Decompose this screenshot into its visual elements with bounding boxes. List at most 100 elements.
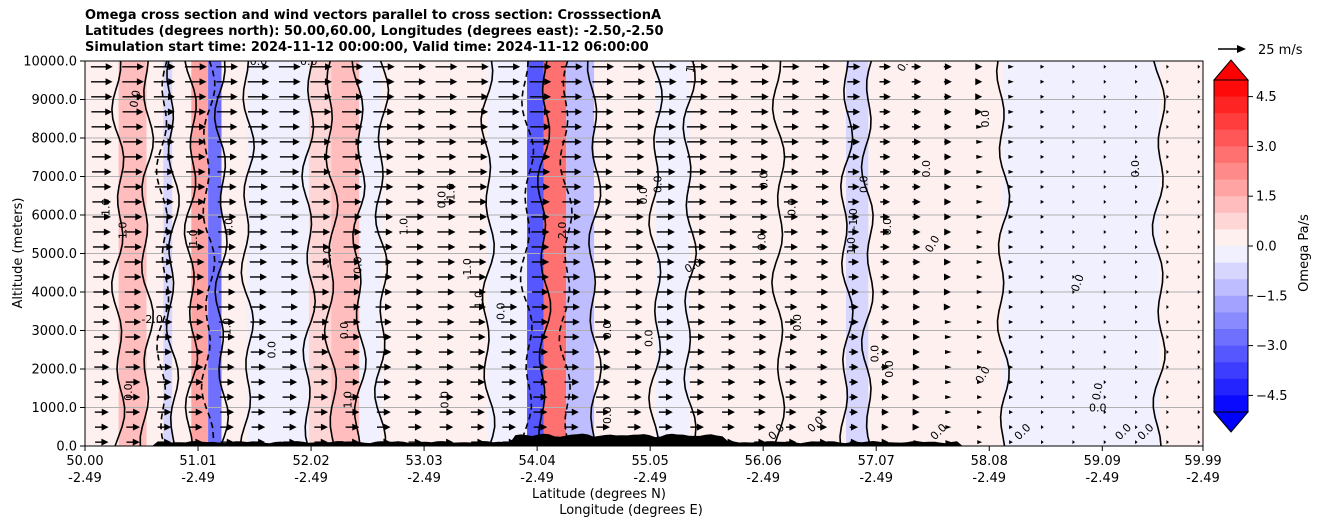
wind-vector-head bbox=[606, 138, 614, 146]
wind-vector-head bbox=[541, 318, 549, 326]
wind-vector-head bbox=[1197, 305, 1201, 310]
wind-vector-head bbox=[1072, 64, 1075, 69]
wind-vector-head bbox=[227, 348, 235, 356]
wind-vector-head bbox=[791, 213, 799, 221]
wind-vector-head bbox=[760, 198, 768, 206]
contour-label: 0.0 bbox=[338, 322, 351, 340]
wind-vector bbox=[469, 333, 486, 341]
wind-vector bbox=[815, 123, 830, 131]
wind-vector-head bbox=[728, 393, 736, 401]
wind-vector-head bbox=[540, 363, 548, 371]
contour-label: 0.0 bbox=[601, 322, 614, 340]
wind-vector-head bbox=[697, 378, 705, 386]
wind-vector-head bbox=[822, 93, 830, 101]
wind-vector-head bbox=[290, 333, 298, 341]
wind-vector-head bbox=[1135, 199, 1138, 204]
contour-label: 1.0 bbox=[845, 237, 858, 255]
wind-vector bbox=[625, 243, 644, 251]
wind-vector bbox=[1103, 64, 1107, 69]
wind-vector bbox=[976, 290, 983, 294]
wind-vector-head bbox=[540, 378, 548, 386]
wind-vector-head bbox=[636, 228, 644, 236]
wind-vector-head bbox=[101, 423, 109, 431]
wind-vector-head bbox=[636, 243, 644, 251]
wind-vector-head bbox=[513, 63, 521, 71]
wind-vector bbox=[91, 138, 112, 146]
wind-vector bbox=[1166, 229, 1169, 234]
wind-vector bbox=[1135, 184, 1138, 189]
wind-vector-head bbox=[1072, 259, 1075, 264]
wind-vector bbox=[439, 393, 454, 401]
wind-vector bbox=[405, 138, 426, 146]
wind-vector-head bbox=[605, 213, 613, 221]
wind-vector-head bbox=[478, 363, 486, 371]
contour-label: 0.0 bbox=[920, 160, 933, 178]
wind-vector bbox=[124, 273, 142, 281]
wind-vector-head bbox=[104, 138, 112, 146]
wind-vector-head bbox=[386, 168, 394, 176]
wind-vector-head bbox=[638, 63, 646, 71]
wind-vector-head bbox=[1135, 425, 1138, 430]
wind-vector-head bbox=[943, 273, 951, 281]
wind-vector-head bbox=[105, 108, 113, 116]
wind-vector-head bbox=[913, 213, 921, 221]
wind-vector-head bbox=[352, 378, 360, 386]
wind-vector bbox=[1166, 274, 1169, 279]
wind-vector bbox=[879, 123, 891, 131]
wind-vector bbox=[848, 213, 860, 221]
wind-vector bbox=[312, 258, 330, 266]
colorbar-tick-label: 0.0 bbox=[1256, 240, 1277, 255]
colorbar-level bbox=[1214, 362, 1248, 380]
wind-vector bbox=[1103, 139, 1107, 144]
wind-vector-head bbox=[853, 108, 861, 116]
wind-vector-head bbox=[636, 273, 644, 281]
wind-vector bbox=[311, 213, 331, 221]
wind-vector-head bbox=[511, 168, 519, 176]
wind-vector-head bbox=[1197, 154, 1201, 159]
wind-vector bbox=[187, 303, 204, 311]
wind-vector bbox=[1103, 365, 1107, 370]
contour-line bbox=[323, 61, 339, 446]
wind-vector-head bbox=[1197, 320, 1201, 325]
wind-vector bbox=[125, 348, 141, 356]
wind-vector bbox=[1135, 259, 1138, 264]
wind-vector bbox=[247, 78, 270, 86]
wind-vector-head bbox=[575, 93, 583, 101]
wind-vector bbox=[1135, 380, 1138, 385]
wind-vector bbox=[279, 153, 300, 161]
grid-lines bbox=[85, 99, 1203, 408]
wind-vector bbox=[501, 393, 517, 401]
wind-vector bbox=[373, 123, 395, 131]
wind-vector bbox=[943, 78, 952, 86]
wind-vector bbox=[944, 320, 952, 325]
wind-vector bbox=[343, 258, 362, 266]
wind-vector-head bbox=[790, 243, 798, 251]
wind-vector-head bbox=[1040, 94, 1045, 99]
wind-vector bbox=[154, 123, 175, 131]
wind-vector bbox=[1008, 305, 1014, 310]
contour-label: 0.0 bbox=[265, 341, 278, 359]
wind-vector bbox=[467, 153, 488, 161]
wind-vector-head bbox=[1135, 410, 1138, 415]
wind-vector-head bbox=[728, 348, 736, 356]
wind-vector bbox=[783, 183, 799, 191]
wind-vector bbox=[879, 63, 891, 71]
wind-vector-head bbox=[167, 153, 175, 161]
wind-vector bbox=[156, 333, 173, 341]
wind-vector bbox=[879, 138, 891, 146]
wind-vector-head bbox=[634, 378, 642, 386]
wind-vector-head bbox=[667, 288, 675, 296]
wind-vector-head bbox=[1103, 259, 1107, 264]
wind-vector-head bbox=[322, 303, 330, 311]
wind-vector bbox=[720, 258, 737, 266]
wind-vector bbox=[752, 243, 768, 251]
wind-vector bbox=[944, 153, 952, 161]
wind-vector bbox=[1072, 365, 1075, 370]
wind-vector bbox=[1197, 320, 1201, 325]
wind-vector bbox=[594, 273, 612, 281]
wind-vector-head bbox=[509, 408, 517, 416]
wind-vector bbox=[250, 318, 267, 326]
wind-vector-head bbox=[1166, 184, 1169, 189]
wind-vector-head bbox=[1166, 440, 1169, 445]
wind-vector-head bbox=[730, 183, 738, 191]
